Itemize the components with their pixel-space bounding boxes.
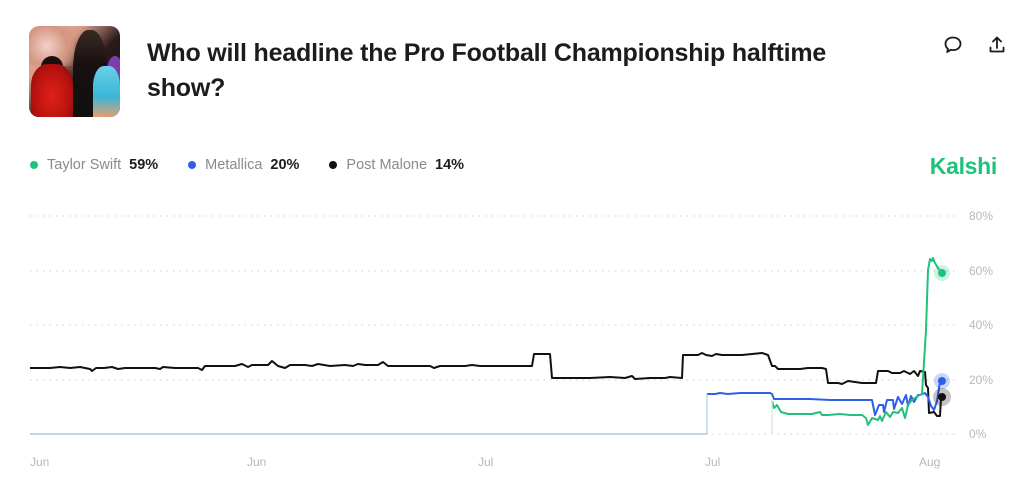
chart-legend: Taylor Swift 59% Metallica 20% Post Malo… bbox=[30, 157, 494, 173]
gridlines bbox=[30, 215, 958, 381]
x-axis-label: Jun bbox=[30, 455, 50, 469]
speech-bubble-icon bbox=[944, 36, 962, 53]
legend-value: 59% bbox=[129, 157, 159, 173]
y-axis-label: 80% bbox=[969, 209, 994, 223]
legend-value: 20% bbox=[270, 157, 300, 173]
legend-item-metallica[interactable]: Metallica 20% bbox=[188, 157, 299, 173]
y-axis-label: 40% bbox=[969, 318, 994, 332]
series-metallica bbox=[707, 381, 941, 416]
endpoint-post-malone bbox=[938, 393, 946, 401]
legend-item-post-malone[interactable]: Post Malone 14% bbox=[329, 157, 464, 173]
share-upload-icon bbox=[989, 36, 1005, 53]
chart-plot bbox=[30, 215, 958, 435]
price-history-chart[interactable]: 80% 60% 40% 20% 0% Jun Jun Jul Jul Aug bbox=[0, 195, 1024, 481]
series-taylor-swift bbox=[771, 257, 942, 426]
x-axis-label: Aug bbox=[919, 455, 941, 469]
legend-item-taylor-swift[interactable]: Taylor Swift 59% bbox=[30, 157, 158, 173]
x-axis-label: Jun bbox=[247, 455, 267, 469]
y-axis-label: 0% bbox=[969, 427, 987, 441]
series-post-malone bbox=[30, 352, 942, 417]
legend-label: Post Malone bbox=[346, 157, 428, 173]
endpoint-metallica bbox=[938, 377, 946, 385]
share-button[interactable] bbox=[986, 34, 1008, 56]
legend-label: Metallica bbox=[205, 157, 263, 173]
y-axis-label: 20% bbox=[969, 373, 994, 387]
legend-dot-icon bbox=[188, 161, 197, 169]
y-axis-label: 60% bbox=[969, 264, 994, 278]
kalshi-logo: Kalshi bbox=[929, 153, 998, 179]
market-title: Who will headline the Pro Football Champ… bbox=[147, 39, 827, 102]
legend-dot-icon bbox=[30, 161, 38, 169]
endpoint-taylor-swift bbox=[938, 269, 946, 277]
comment-button[interactable] bbox=[942, 34, 964, 56]
legend-value: 14% bbox=[435, 157, 465, 173]
header-actions bbox=[942, 34, 1008, 56]
x-axis-label: Jul bbox=[705, 455, 721, 469]
legend-label: Taylor Swift bbox=[47, 157, 122, 173]
x-axis-label: Jul bbox=[478, 455, 494, 469]
market-header: Who will headline the Pro Football Champ… bbox=[29, 26, 999, 118]
legend-dot-icon bbox=[329, 161, 338, 169]
market-thumbnail bbox=[29, 26, 120, 117]
